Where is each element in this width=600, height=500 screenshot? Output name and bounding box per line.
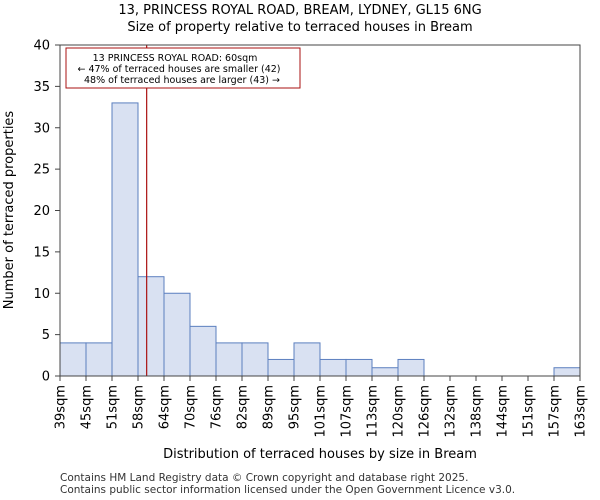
bar-58sqm bbox=[137, 276, 165, 377]
y-tick-label: 20 bbox=[33, 204, 50, 219]
x-tick-label: 89sqm bbox=[262, 385, 277, 429]
x-tick-label: 76sqm bbox=[210, 385, 225, 429]
annotation-frame bbox=[65, 47, 301, 89]
bar-89sqm bbox=[267, 358, 295, 377]
x-tick-label: 126sqm bbox=[418, 385, 433, 438]
x-tick-label: 64sqm bbox=[158, 385, 173, 429]
x-tick-label: 157sqm bbox=[548, 385, 563, 438]
bar-39sqm bbox=[59, 342, 87, 377]
bar-120sqm bbox=[397, 358, 425, 377]
x-tick-label: 95sqm bbox=[288, 385, 303, 429]
y-tick-label: 30 bbox=[33, 121, 50, 136]
y-axis: 0 5 10 15 20 25 30 35 40 bbox=[33, 39, 60, 385]
bar-82sqm bbox=[241, 342, 269, 377]
bar-113sqm bbox=[371, 367, 399, 377]
y-tick-label: 40 bbox=[33, 39, 50, 54]
x-tick-label: 132sqm bbox=[444, 385, 459, 438]
x-tick-label: 144sqm bbox=[496, 385, 511, 438]
bar-107sqm bbox=[345, 358, 373, 377]
x-tick-label: 101sqm bbox=[314, 385, 329, 438]
bar-70sqm bbox=[189, 325, 217, 377]
y-tick-label: 5 bbox=[42, 328, 50, 343]
x-tick-label: 113sqm bbox=[366, 385, 381, 438]
y-tick-label: 25 bbox=[33, 163, 50, 178]
bar-45sqm bbox=[85, 342, 113, 377]
x-tick-label: 107sqm bbox=[340, 385, 355, 438]
x-tick-label: 51sqm bbox=[106, 385, 121, 429]
x-tick-label: 82sqm bbox=[236, 385, 251, 429]
bar-95sqm bbox=[293, 342, 321, 377]
x-axis-label: Distribution of terraced houses by size … bbox=[163, 447, 477, 462]
y-tick-label: 35 bbox=[33, 80, 50, 95]
bars-group bbox=[59, 102, 581, 377]
x-tick-label: 39sqm bbox=[54, 385, 69, 429]
x-tick-label: 70sqm bbox=[184, 385, 199, 429]
bar-101sqm bbox=[319, 358, 347, 377]
x-tick-label: 163sqm bbox=[574, 385, 589, 438]
y-axis-label: Number of terraced properties bbox=[2, 111, 17, 310]
y-tick-label: 10 bbox=[33, 287, 50, 302]
chart-subtitle: Size of property relative to terraced ho… bbox=[127, 20, 472, 35]
x-tick-label: 138sqm bbox=[470, 385, 485, 438]
x-tick-label: 120sqm bbox=[392, 385, 407, 438]
y-tick-label: 0 bbox=[42, 370, 50, 385]
x-axis: 39sqm 45sqm 51sqm 58sqm 64sqm 70sqm 76sqm 82sqm… bbox=[54, 376, 589, 438]
annotation-line-1: 13 PRINCESS ROYAL ROAD: 60sqm bbox=[93, 53, 258, 64]
annotation-line-3: 48% of terraced houses are larger (43) → bbox=[84, 75, 280, 86]
y-tick-label: 15 bbox=[33, 245, 50, 260]
annotation-line-2: ← 47% of terraced houses are smaller (42… bbox=[77, 64, 280, 75]
bar-51sqm bbox=[111, 102, 139, 377]
footer-line-2: Contains public sector information licen… bbox=[60, 484, 515, 496]
x-tick-label: 151sqm bbox=[522, 385, 537, 438]
footer-line-1: Contains HM Land Registry data © Crown c… bbox=[60, 472, 468, 484]
bar-157sqm bbox=[553, 367, 581, 377]
x-tick-label: 45sqm bbox=[80, 385, 95, 429]
chart-title: 13, PRINCESS ROYAL ROAD, BREAM, LYDNEY, … bbox=[118, 3, 481, 18]
bar-76sqm bbox=[215, 342, 243, 377]
bar-64sqm bbox=[163, 292, 191, 377]
x-tick-label: 58sqm bbox=[132, 385, 147, 429]
annotation-box: 13 PRINCESS ROYAL ROAD: 60sqm ← 47% of t… bbox=[65, 47, 301, 89]
